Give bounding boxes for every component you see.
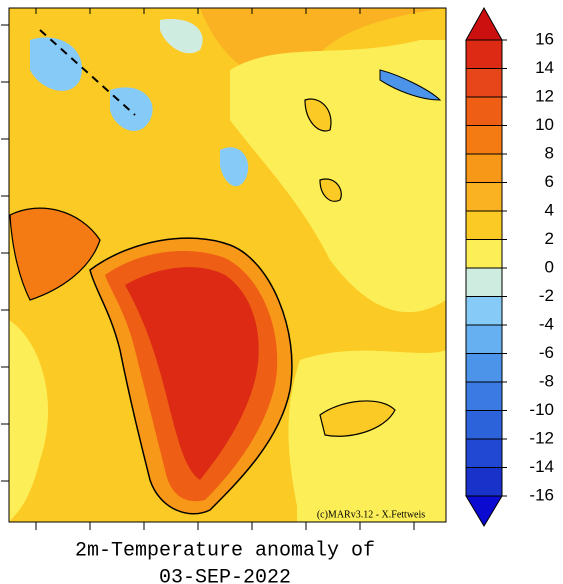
- colorbar-bin: [465, 381, 503, 411]
- colorbar-tick-label: 14: [535, 58, 554, 77]
- map-frame: [8, 7, 447, 523]
- map: (c)MARv3.12 - X.Fettweis: [9, 8, 446, 522]
- colorbar-bin: [465, 353, 503, 383]
- colorbar-bin: [465, 39, 503, 69]
- colorbar-bin: [465, 410, 503, 440]
- colorbar: 16 14 12 10 8 6 4 2 0 -2 -4 -6 -8 -10 -12 -14 -16: [465, 6, 554, 527]
- colorbar-tick-label: 8: [545, 143, 554, 162]
- colorbar-bin: [465, 68, 503, 98]
- colorbar-bin: [465, 210, 503, 240]
- colorbar-tick-label: 16: [535, 29, 554, 48]
- colorbar-bin: [465, 125, 503, 155]
- colorbar-tick-label: -4: [539, 314, 554, 333]
- colorbar-tick-label: -16: [529, 485, 554, 504]
- colorbar-tick-label: 0: [545, 257, 554, 276]
- colorbar-tick-label: 6: [545, 172, 554, 191]
- colorbar-tick-label: 12: [535, 86, 554, 105]
- colorbar-bin: [465, 96, 503, 126]
- colorbar-tick-label: 10: [535, 115, 554, 134]
- colorbar-bin: [465, 182, 503, 212]
- colorbar-tick-label: -6: [539, 343, 554, 362]
- colorbar-bin: [465, 153, 503, 183]
- colorbar-bin: [465, 438, 503, 468]
- colorbar-tick-label: -10: [529, 400, 554, 419]
- colorbar-arrow: [465, 495, 503, 527]
- colorbar-tick-label: -12: [529, 428, 554, 447]
- colorbar-tick-label: 2: [545, 229, 554, 248]
- credit: (c)MARv3.12 - X.Fettweis: [317, 509, 425, 520]
- colorbar-bin: [465, 239, 503, 269]
- colorbar-arrow: [465, 6, 503, 41]
- colorbar-bin: [465, 324, 503, 354]
- colorbar-bin: [465, 467, 503, 497]
- colorbar-tick-label: -2: [539, 286, 554, 305]
- title-line: 03-SEP-2022: [159, 566, 291, 584]
- colorbar-bin: [465, 267, 503, 297]
- colorbar-tick-label: -14: [529, 457, 554, 476]
- colorbar-tick-label: -8: [539, 371, 554, 390]
- colorbar-bin: [465, 296, 503, 326]
- title-line: 2m-Temperature anomaly of: [75, 539, 375, 562]
- colorbar-tick-label: 4: [545, 200, 554, 219]
- frame-ticks: [1, 8, 415, 530]
